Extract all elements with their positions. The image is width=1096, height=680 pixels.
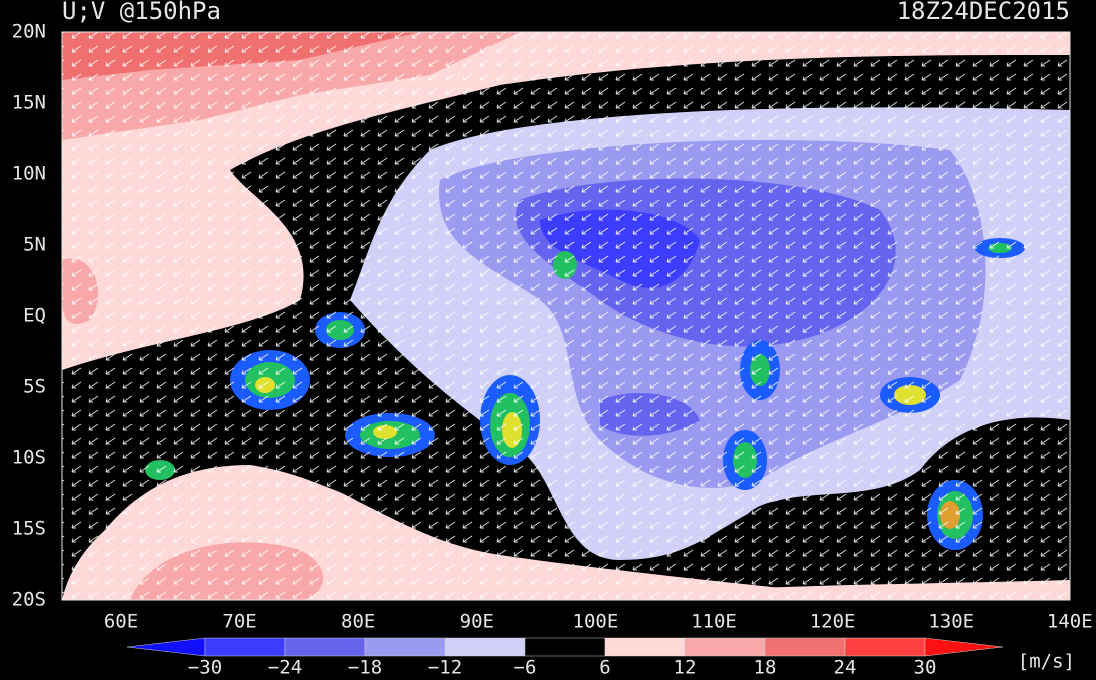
colorbar-label: −6	[514, 657, 537, 679]
lat-label: 15S	[12, 518, 46, 540]
map-time: 18Z24DEC2015	[897, 0, 1070, 25]
lon-label: 140E	[1047, 611, 1093, 633]
lon-label: 70E	[222, 611, 256, 633]
lat-label: 20N	[12, 21, 46, 43]
colorbar-box	[364, 637, 446, 657]
lat-label: 5S	[23, 376, 46, 398]
lat-label: 10N	[12, 163, 46, 185]
colorbar-label: −24	[268, 657, 302, 679]
colorbar-box	[684, 637, 766, 657]
colorbar-arrow	[126, 637, 206, 657]
colorbar-label: −12	[428, 657, 462, 679]
lon-label: 80E	[341, 611, 375, 633]
lon-label: 110E	[691, 611, 737, 633]
colorbar-box	[844, 637, 926, 657]
lon-label: 90E	[460, 611, 494, 633]
lat-label: 5N	[23, 234, 46, 256]
colorbar-box	[604, 637, 686, 657]
colorbar-label: 12	[674, 657, 697, 679]
lon-label: 130E	[928, 611, 974, 633]
map-field	[62, 32, 1070, 600]
colorbar-arrow	[924, 637, 1004, 657]
colorbar-unit: [m/s]	[1018, 651, 1075, 673]
map-frame	[61, 31, 1071, 601]
colorbar-box	[444, 637, 526, 657]
colorbar-box	[284, 637, 366, 657]
lon-label: 100E	[573, 611, 619, 633]
colorbar-label: 24	[834, 657, 857, 679]
colorbar-box	[764, 637, 846, 657]
colorbar-label: 30	[914, 657, 937, 679]
colorbar-label: −18	[348, 657, 382, 679]
lat-label: 20S	[12, 589, 46, 611]
lon-label: 120E	[810, 611, 856, 633]
colorbar-box	[204, 637, 286, 657]
lat-label: EQ	[23, 305, 46, 327]
lat-label: 15N	[12, 92, 46, 114]
colorbar-label: 18	[754, 657, 777, 679]
lat-label: 10S	[12, 447, 46, 469]
colorbar-box	[524, 637, 606, 657]
map-title: U;V @150hPa	[62, 0, 221, 25]
colorbar-label: −30	[188, 657, 222, 679]
colorbar-label: 6	[599, 657, 610, 679]
lon-label: 60E	[104, 611, 138, 633]
